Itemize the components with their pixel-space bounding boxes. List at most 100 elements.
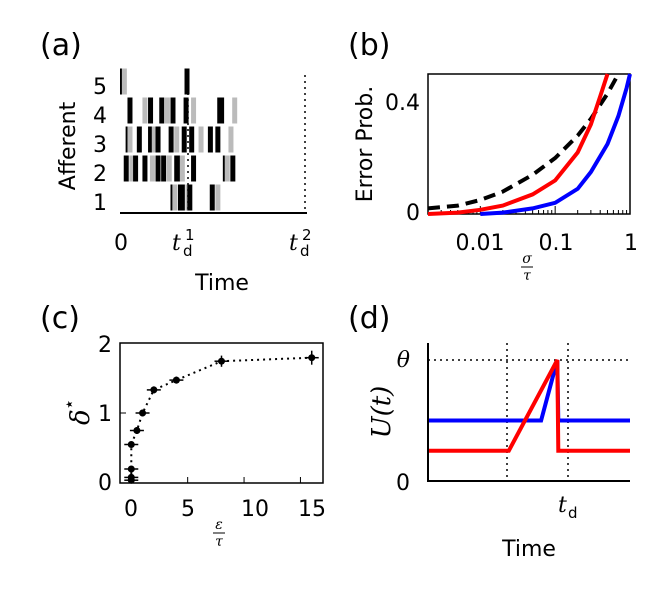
spike-afferent-4 <box>148 97 154 124</box>
ytick-c-0: 0 <box>98 471 112 496</box>
spike-afferent-3 <box>127 126 133 153</box>
svg-text:τ: τ <box>523 268 531 284</box>
spike-afferent-4 <box>142 97 148 124</box>
xtick-c-15: 15 <box>298 497 326 522</box>
data-point <box>308 354 316 362</box>
xtick-b-001: 0.01 <box>456 231 505 256</box>
svg-text:d: d <box>568 504 578 522</box>
spike-afferent-4 <box>183 97 189 124</box>
series-d-1 <box>428 359 630 453</box>
ytick-a-4: 4 <box>93 104 107 129</box>
series-c <box>124 350 319 484</box>
ylabel-d: U(t) <box>367 386 397 439</box>
spike-afferent-1 <box>172 184 178 211</box>
svg-text:t: t <box>558 493 567 518</box>
fit-line-c <box>130 356 312 481</box>
panel-label-b: (b) <box>348 28 390 63</box>
series-b-1 <box>427 73 610 216</box>
xtick-a-td2: t d 2 <box>289 226 312 260</box>
series-b <box>427 73 632 216</box>
xtick-a-0: 0 <box>114 231 128 256</box>
spike-afferent-1 <box>187 184 193 211</box>
svg-text:τ: τ <box>215 534 223 550</box>
spike-afferent-3 <box>207 126 213 153</box>
ytick-a-5: 5 <box>93 75 107 100</box>
ylabel-a: Afferent <box>56 101 81 190</box>
axes-frame-b <box>427 73 631 215</box>
data-point <box>127 473 135 481</box>
panel-label-d: (d) <box>348 301 390 336</box>
panel-a: 5 4 3 2 1 0 t d 1 t d 2 Time Afferent <box>56 68 312 296</box>
spike-afferent-3 <box>189 126 195 153</box>
svg-text:d: d <box>183 242 193 260</box>
spike-afferent-1 <box>215 184 221 211</box>
ylabel-c: δ ⋆ <box>59 399 96 425</box>
spike-afferent-2 <box>191 155 197 182</box>
spike-afferent-2 <box>166 155 172 182</box>
spike-afferent-2 <box>224 155 230 182</box>
ytick-d-0: 0 <box>396 471 410 496</box>
xtick-c-5: 5 <box>181 497 195 522</box>
svg-text:t: t <box>289 231 298 256</box>
xtick-c-10: 10 <box>241 497 269 522</box>
ytick-a-2: 2 <box>93 162 107 187</box>
spike-afferent-5 <box>121 68 127 95</box>
spike-afferent-4 <box>170 97 176 124</box>
panel-label-c: (c) <box>40 301 80 336</box>
ylabel-b: Error Prob. <box>353 86 378 202</box>
xlabel-b: σ τ <box>521 251 533 284</box>
data-point <box>127 465 135 473</box>
spike-afferent-3 <box>155 126 161 153</box>
data-point <box>150 386 158 394</box>
spike-afferent-2 <box>129 155 135 182</box>
svg-text:1: 1 <box>185 226 195 244</box>
series-d <box>428 359 630 453</box>
spike-afferent-4 <box>164 97 170 124</box>
spike-afferent-3 <box>168 126 174 153</box>
xlabel-a: Time <box>194 271 249 296</box>
spike-afferent-2 <box>149 155 155 182</box>
ytick-a-3: 3 <box>93 133 107 158</box>
panel-c: 2 1 0 0 5 10 15 ε τ δ ⋆ <box>59 333 326 550</box>
spike-afferent-4 <box>127 97 133 124</box>
spike-afferent-4 <box>232 97 238 124</box>
spike-afferent-2 <box>155 155 161 182</box>
xlabel-d: Time <box>501 537 556 562</box>
data-point <box>127 441 135 448</box>
spike-afferent-5 <box>184 68 190 95</box>
spike-afferent-2 <box>161 155 167 182</box>
ytick-c-2: 2 <box>98 333 112 358</box>
panel-b: 0.4 0 0.01 0.1 1 σ τ Error Prob. <box>353 73 638 284</box>
spike-afferent-4 <box>219 97 225 124</box>
svg-text:ε: ε <box>215 517 223 533</box>
data-point <box>133 427 141 434</box>
panel-d: θ 0 t d Time U(t) <box>367 343 630 562</box>
svg-text:δ: δ <box>66 409 96 425</box>
spike-afferent-2 <box>230 155 236 182</box>
ytick-b-04: 0.4 <box>385 91 420 116</box>
xtick-a-td1: t d 1 <box>172 226 195 260</box>
xtick-b-01: 0.1 <box>539 231 574 256</box>
spike-afferent-2 <box>142 155 148 182</box>
panel-label-a: (a) <box>40 28 82 63</box>
spike-afferent-3 <box>228 126 234 153</box>
spike-afferent-4 <box>191 97 197 124</box>
spike-afferent-3 <box>198 126 204 153</box>
spike-afferent-2 <box>176 155 182 182</box>
spike-afferent-3 <box>136 126 142 153</box>
svg-text:t: t <box>172 231 181 256</box>
xtick-b-1: 1 <box>624 231 638 256</box>
series-b-0 <box>427 73 621 211</box>
raster-spikes <box>120 68 238 211</box>
spike-afferent-2 <box>179 155 185 182</box>
xtick-d-td: t d <box>558 493 578 522</box>
svg-text:σ: σ <box>522 251 532 267</box>
ytick-c-1: 1 <box>98 402 112 427</box>
ytick-d-theta: θ <box>397 348 410 373</box>
ytick-b-0: 0 <box>406 201 420 226</box>
data-point <box>218 357 225 365</box>
xtick-c-0: 0 <box>124 497 138 522</box>
svg-text:d: d <box>300 242 310 260</box>
spike-afferent-1 <box>179 184 185 211</box>
